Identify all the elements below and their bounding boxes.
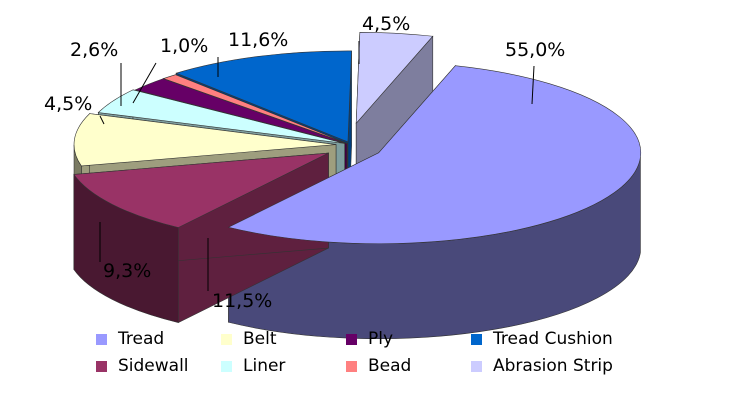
leader-line-bead: [132, 62, 157, 104]
legend-swatch: [221, 333, 232, 345]
slice-bead: [162, 74, 348, 144]
legend-item-liner: Liner: [221, 355, 285, 377]
pie-slices: [73, 31, 642, 245]
legend-label: Bead: [368, 356, 412, 376]
legend-swatch: [221, 360, 232, 372]
legend-label: Abrasion Strip: [493, 356, 613, 376]
data-label-liner: 4,5%: [44, 93, 92, 115]
slice-liner: [97, 89, 345, 144]
slice-tread: [227, 65, 642, 245]
slice-belt: [73, 113, 337, 167]
legend-item-tread-cushion: Tread Cushion: [471, 328, 613, 350]
legend-swatch: [471, 360, 482, 372]
legend-swatch: [346, 360, 357, 372]
legend-swatch: [346, 333, 357, 345]
legend-label: Liner: [243, 356, 286, 376]
data-label-tread-cushion: 11,6%: [228, 29, 288, 51]
legend-label: Ply: [368, 329, 394, 349]
slice-sidewall: [73, 152, 329, 228]
leader-line-tread: [531, 65, 535, 105]
data-label-bead: 1,0%: [160, 35, 208, 57]
slice-tread-cushion: [175, 50, 352, 143]
legend-swatch: [471, 333, 482, 345]
pie-data-labels: 55,0% 11,5% 9,3% 4,5% 2,6% 1,0% 11,6% 4,5%: [44, 13, 565, 312]
data-label-tread: 55,0%: [505, 39, 565, 61]
data-label-ply: 2,6%: [70, 39, 118, 61]
legend-item-sidewall: Sidewall: [96, 355, 189, 377]
legend-item-tread: Tread: [96, 328, 164, 350]
leader-line-liner: [99, 115, 105, 125]
legend-swatch: [96, 360, 107, 372]
legend-item-ply: Ply: [346, 328, 393, 350]
legend-swatch: [96, 333, 107, 345]
data-label-belt: 9,3%: [103, 260, 151, 282]
legend-item-bead: Bead: [346, 355, 411, 377]
legend-item-abrasion-strip: Abrasion Strip: [471, 355, 613, 377]
data-label-abrasion-strip: 4,5%: [362, 13, 410, 35]
slice-abrasion-strip: [355, 31, 434, 125]
legend-item-belt: Belt: [221, 328, 277, 350]
legend-label: Tread: [118, 329, 165, 349]
legend-label: Sidewall: [118, 356, 189, 376]
legend-label: Belt: [243, 329, 277, 349]
legend-label: Tread Cushion: [493, 329, 613, 349]
legend: Tread Belt Ply Tread Cushion Sidewall Li…: [96, 328, 656, 382]
data-label-sidewall: 11,5%: [212, 290, 272, 312]
